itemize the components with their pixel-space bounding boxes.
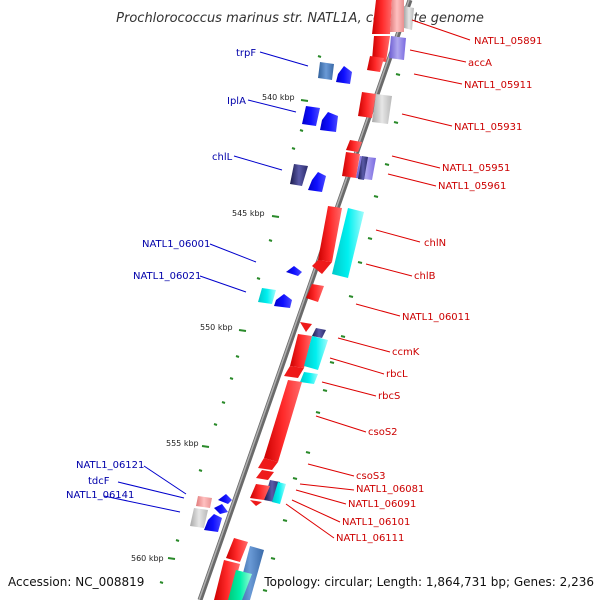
gene-csoS3[interactable] xyxy=(258,458,278,470)
scale-label-550: 550 kbp xyxy=(200,323,233,332)
gene-natl1-06081[interactable] xyxy=(256,470,274,480)
label-ccmK: ccmK xyxy=(392,347,420,358)
label-chlB: chlB xyxy=(414,271,436,282)
genome-backbone-highlight xyxy=(198,0,410,600)
gene-natl1-05951[interactable] xyxy=(346,140,362,152)
outer-ticks xyxy=(262,73,401,592)
label-natl1-06011: NATL1_06011 xyxy=(402,312,470,323)
label-rbcS: rbcS xyxy=(378,391,400,402)
label-chlL: chlL xyxy=(212,152,233,163)
label-tdcF: tdcF xyxy=(88,476,110,487)
label-natl1-05931: NATL1_05931 xyxy=(454,122,522,133)
gene-bottom-red-a[interactable] xyxy=(226,538,248,562)
gene-iplA-arrow[interactable] xyxy=(320,112,338,132)
label-natl1-05961: NATL1_05961 xyxy=(438,181,506,192)
scale-label-540: 540 kbp xyxy=(262,93,295,102)
label-natl1-05891: NATL1_05891 xyxy=(474,36,542,47)
label-csoS3: csoS3 xyxy=(356,471,386,482)
leader-lines-right xyxy=(285,19,471,539)
leader-lines-left xyxy=(103,51,309,513)
gene-tdcF[interactable] xyxy=(218,494,232,504)
label-natl1-06111: NATL1_06111 xyxy=(336,533,404,544)
gene-bottom-green[interactable] xyxy=(228,570,252,600)
label-chlN: chlN xyxy=(424,238,446,249)
label-csoS2: csoS2 xyxy=(368,427,398,438)
gene-csoS2[interactable] xyxy=(264,380,302,462)
gene-natl1-06101[interactable] xyxy=(250,484,270,500)
gene-natl1-05891-part[interactable] xyxy=(390,0,404,32)
gene-natl1-06111[interactable] xyxy=(250,500,262,506)
gene-chlN-red[interactable] xyxy=(318,206,342,262)
label-rbcL: rbcL xyxy=(386,369,408,380)
gene-natl1-06021-cyan[interactable] xyxy=(258,288,276,304)
gene-ccmK-cyan[interactable] xyxy=(304,336,328,370)
label-natl1-06081: NATL1_06081 xyxy=(356,484,424,495)
label-natl1-06091: NATL1_06091 xyxy=(348,499,416,510)
gene-bottom-red-b[interactable] xyxy=(214,560,240,600)
gene-tdcF-b[interactable] xyxy=(214,504,228,514)
label-natl1-06101: NATL1_06101 xyxy=(342,517,410,528)
gene-natl1-05891[interactable] xyxy=(372,0,392,34)
gene-chlB[interactable] xyxy=(306,284,324,302)
label-natl1-06141: NATL1_06141 xyxy=(66,490,134,501)
topology-text: Topology: circular; Length: 1,864,731 bp… xyxy=(263,575,594,589)
label-accA: accA xyxy=(468,58,492,69)
gene-natl1-06011[interactable] xyxy=(300,322,312,332)
gene-natl1-06021[interactable] xyxy=(274,294,292,308)
gene-chlL[interactable] xyxy=(308,172,326,192)
label-natl1-06001: NATL1_06001 xyxy=(142,239,210,250)
gene-natl1-05961-dark xyxy=(358,156,368,180)
gene-natl1-06141-arrow[interactable] xyxy=(204,514,222,532)
label-trpF: trpF xyxy=(236,48,256,59)
gene-chlN[interactable] xyxy=(332,208,364,278)
gene-natl1-06091-cyan[interactable] xyxy=(272,482,286,504)
forward-strand-features xyxy=(214,0,414,600)
gene-rbcS[interactable] xyxy=(300,372,318,384)
gene-trpF-steel[interactable] xyxy=(318,62,334,80)
gene-natl1-05931-grey[interactable] xyxy=(372,94,392,124)
label-iplA: IplA xyxy=(227,96,246,107)
gene-accA[interactable] xyxy=(389,36,406,60)
gene-natl1-06091[interactable] xyxy=(264,480,280,502)
gene-trpF[interactable] xyxy=(336,66,352,84)
gene-iplA[interactable] xyxy=(302,106,320,126)
scale-label-560: 560 kbp xyxy=(131,554,164,563)
inner-ticks xyxy=(159,55,322,584)
accession-text: Accession: NC_008819 xyxy=(8,575,144,589)
label-natl1-05911: NATL1_05911 xyxy=(464,80,532,91)
gene-natl1-05961-red[interactable] xyxy=(342,152,360,178)
page-title: Prochlorococcus marinus str. NATL1A, com… xyxy=(116,11,484,26)
gene-natl1-06141[interactable] xyxy=(190,508,208,528)
reverse-strand-features xyxy=(190,62,352,532)
gene-accA-red[interactable] xyxy=(372,36,390,62)
gene-chlN-arrow xyxy=(312,260,332,274)
gene-ccmK[interactable] xyxy=(312,328,326,338)
scale-label-555: 555 kbp xyxy=(166,439,199,448)
gene-rbcL[interactable] xyxy=(284,366,304,378)
gene-natl1-06121[interactable] xyxy=(196,496,212,508)
gene-natl1-05931[interactable] xyxy=(358,92,376,118)
gene-accA-neighbor xyxy=(404,6,414,30)
label-natl1-05951: NATL1_05951 xyxy=(442,163,510,174)
label-natl1-06121: NATL1_06121 xyxy=(76,460,144,471)
gene-chlL-navy[interactable] xyxy=(290,164,308,186)
gene-natl1-05911[interactable] xyxy=(367,56,384,72)
gene-ccmK-red[interactable] xyxy=(290,334,312,368)
genome-backbone xyxy=(197,0,413,600)
label-natl1-06021: NATL1_06021 xyxy=(133,271,201,282)
scale-label-545: 545 kbp xyxy=(232,209,265,218)
gene-natl1-06001[interactable] xyxy=(286,266,302,276)
